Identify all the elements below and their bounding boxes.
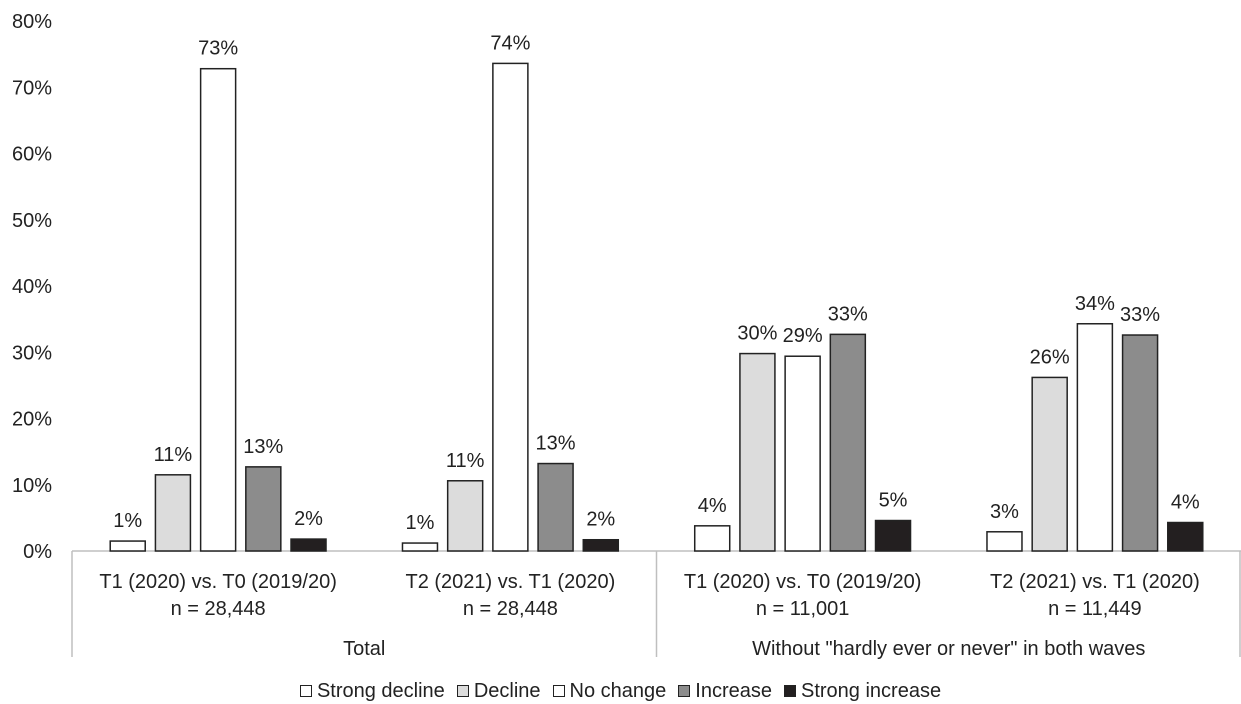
y-tick-label: 20%: [12, 409, 52, 431]
legend-swatch: [456, 685, 469, 697]
data-label: 73%: [198, 38, 238, 60]
data-label: 34%: [1075, 293, 1115, 315]
y-tick-label: 50%: [12, 210, 52, 232]
legend-item: Increase: [678, 680, 772, 703]
bar: [154, 474, 192, 552]
group-n-label: n = 28,448: [171, 598, 266, 620]
bar: [784, 355, 821, 552]
bar: [537, 462, 574, 552]
legend-item: Decline: [456, 679, 541, 703]
supergroup-label: Without "hardly ever or never" in both w…: [752, 638, 1145, 660]
data-label: 2%: [294, 508, 323, 530]
data-label: 30%: [737, 323, 777, 345]
group-label: T2 (2021) vs. T1 (2020): [406, 571, 616, 593]
y-tick-label: 10%: [12, 475, 52, 497]
data-label: 5%: [879, 490, 908, 512]
data-label: 26%: [1030, 346, 1070, 368]
data-label: 1%: [113, 510, 142, 532]
bar-chart: 0% 10% 20% 30% 40% 50% 60% 70% 80% 1% 11% 73% 13% 2% T…: [12, 11, 1241, 660]
data-label: 29%: [783, 325, 823, 347]
legend-label: Strong decline: [316, 679, 445, 702]
bar: [1167, 521, 1204, 552]
bar: [874, 519, 912, 552]
bar: [829, 333, 867, 552]
bar: [582, 538, 620, 552]
data-label: 33%: [1120, 304, 1160, 326]
data-label: 13%: [243, 436, 283, 458]
bar: [401, 542, 439, 552]
bar: [693, 525, 731, 552]
legend-item: Strong decline: [299, 679, 445, 703]
legend-swatch: [299, 685, 312, 697]
bar: [1076, 323, 1114, 552]
legend-swatch: [678, 685, 691, 697]
data-label: 33%: [828, 303, 868, 325]
bar: [1121, 334, 1159, 552]
group-n-label: n = 11,449: [1048, 598, 1142, 620]
bar: [245, 466, 282, 552]
bar: [986, 531, 1023, 552]
y-tick-label: 70%: [12, 77, 52, 99]
bar: [290, 538, 327, 552]
data-label: 1%: [406, 512, 435, 534]
legend: Strong decline Decline No change Increase St…: [0, 678, 1241, 704]
y-tick-label: 60%: [12, 144, 52, 166]
legend-label: Strong increase: [800, 679, 942, 702]
bar: [199, 67, 237, 552]
y-tick-label: 40%: [12, 276, 52, 298]
data-label: 13%: [536, 433, 576, 455]
bar: [109, 540, 146, 552]
bar: [492, 62, 529, 552]
legend-swatch: [783, 685, 796, 697]
data-label: 2%: [586, 509, 615, 531]
bar: [739, 352, 776, 552]
legend-label: Increase: [695, 679, 772, 702]
legend-swatch: [552, 685, 565, 697]
bar: [1031, 376, 1068, 552]
data-label: 11%: [154, 444, 193, 466]
y-tick-label: 80%: [12, 11, 52, 33]
group-n-label: n = 11,001: [756, 598, 850, 620]
data-label: 74%: [490, 32, 530, 54]
data-label: 4%: [698, 495, 727, 517]
data-label: 4%: [1171, 492, 1200, 514]
group-label: T1 (2020) vs. T0 (2019/20): [99, 571, 337, 593]
supergroup-label: Total: [343, 638, 385, 660]
group-label: T2 (2021) vs. T1 (2020): [990, 571, 1200, 593]
legend-label: No change: [569, 679, 667, 702]
data-label: 3%: [990, 501, 1019, 523]
group-n-label: n = 28,448: [463, 598, 558, 620]
legend-item: Strong increase: [783, 679, 942, 703]
y-tick-label: 0%: [23, 541, 52, 563]
bar: [446, 480, 484, 552]
legend-label: Decline: [473, 679, 541, 702]
legend-item: No change: [552, 679, 667, 703]
y-tick-label: 30%: [12, 342, 52, 364]
data-label: 11%: [446, 450, 485, 472]
group-label: T1 (2020) vs. T0 (2019/20): [684, 571, 922, 593]
